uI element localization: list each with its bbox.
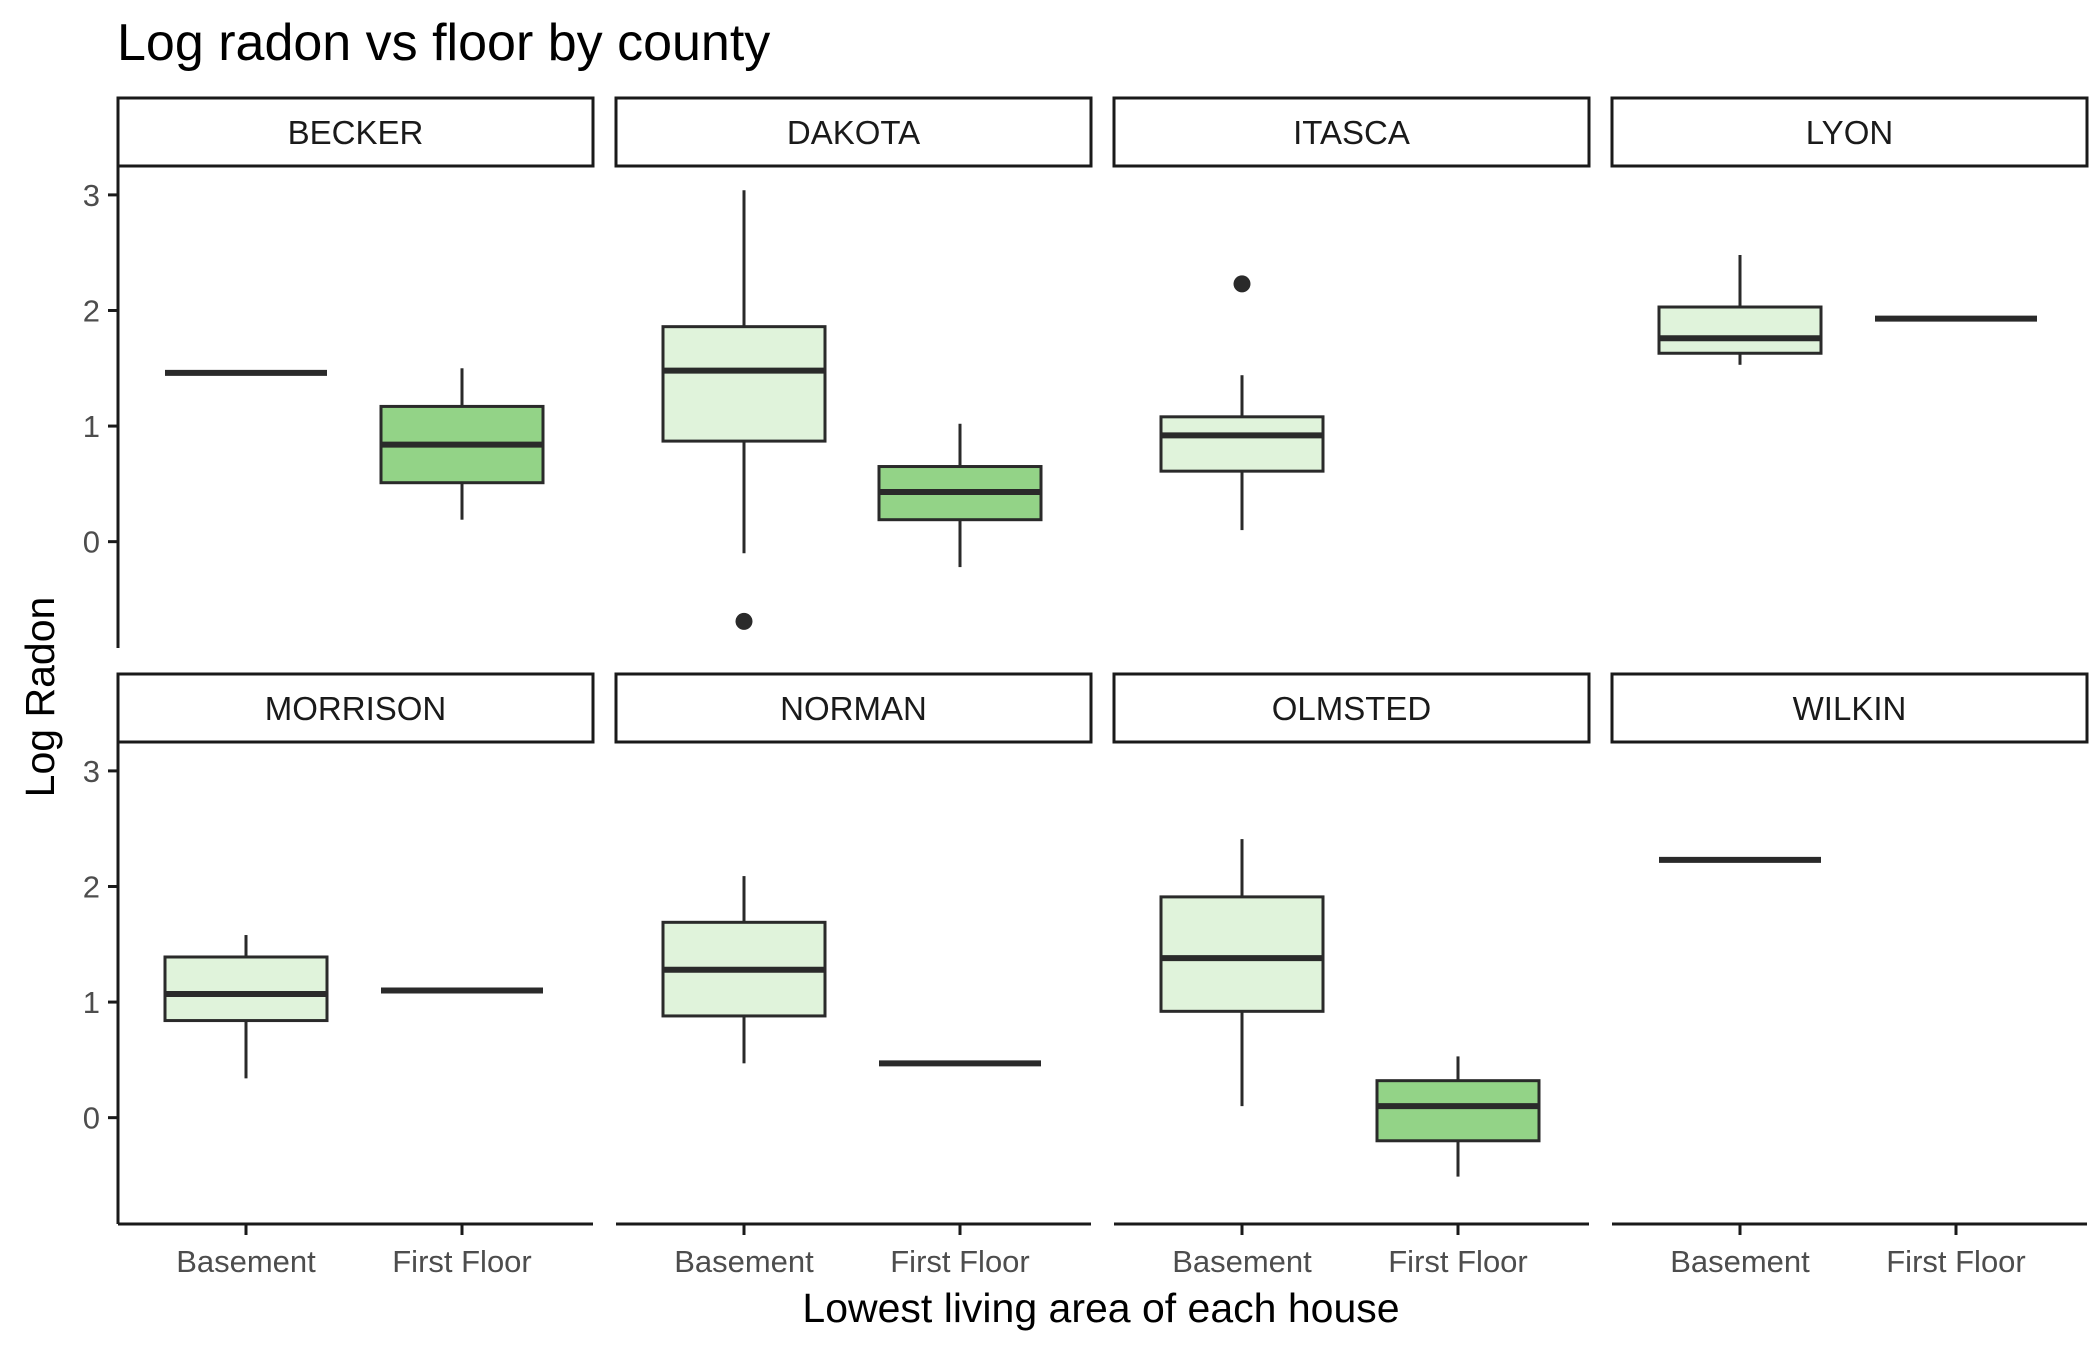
iqr-box (163, 955, 329, 1023)
x-tick-label: Basement (176, 1244, 316, 1279)
strip-label-becker: BECKER (288, 114, 424, 151)
strip-label-morrison: MORRISON (265, 690, 447, 727)
y-tick-label: 2 (83, 869, 100, 904)
x-tick-label: First Floor (1388, 1244, 1528, 1279)
strip-label-lyon: LYON (1806, 114, 1893, 151)
iqr-box (661, 325, 827, 443)
boxplot-morrison-basement (163, 935, 329, 1079)
boxplot-itasca-basement (1159, 275, 1325, 531)
iqr-box (1657, 305, 1823, 355)
x-tick-label: Basement (1172, 1244, 1312, 1279)
panel-wilkin: WILKIN Basement First Floor (1610, 672, 2089, 1279)
strip-wilkin (1610, 672, 2089, 744)
strip-morrison (116, 672, 595, 744)
iqr-box (1375, 1079, 1541, 1143)
panel-lyon: LYON (1610, 96, 2089, 365)
panel-itasca: ITASCA (1112, 96, 1591, 531)
strip-norman (614, 672, 1093, 744)
strip-label-norman: NORMAN (780, 690, 927, 727)
outlier-point (1233, 275, 1251, 293)
boxplot-lyon-basement (1657, 255, 1823, 365)
strip-dakota (614, 96, 1093, 168)
panel-dakota: DAKOTA (614, 96, 1093, 630)
strip-olmsted (1112, 672, 1591, 744)
panel-olmsted: OLMSTED Basement First Floor (1112, 672, 1591, 1279)
x-tick-label: First Floor (1886, 1244, 2026, 1279)
y-tick-label: 3 (83, 178, 100, 213)
y-tick-label: 2 (83, 293, 100, 328)
panel-norman: NORMAN Basement First Floor (614, 672, 1093, 1279)
strip-label-wilkin: WILKIN (1793, 690, 1907, 727)
y-tick-label: 3 (83, 754, 100, 789)
boxplot-olmsted-basement (1159, 839, 1325, 1107)
y-axis-title: Log Radon (17, 597, 63, 798)
chart-title: Log radon vs floor by county (117, 14, 770, 72)
strip-label-dakota: DAKOTA (787, 114, 920, 151)
boxplot-norman-basement (661, 876, 827, 1064)
strip-becker (116, 96, 595, 168)
panel-morrison: MORRISON 0 1 2 3 Basement First Floor (83, 672, 595, 1279)
y-tick-label: 1 (83, 985, 100, 1020)
strip-label-itasca: ITASCA (1293, 114, 1410, 151)
boxplot-becker-first-floor (379, 368, 545, 520)
boxplot-dakota-first-floor (877, 423, 1043, 568)
iqr-box (1159, 895, 1325, 1013)
facet-panels: BECKER 0 1 2 3 DAKOTA ITASCA LYON MORRISON 0 1 2 3 Ba… (83, 96, 2089, 1279)
x-axis-title: Lowest living area of each house (802, 1285, 1399, 1331)
strip-label-olmsted: OLMSTED (1272, 690, 1432, 727)
x-tick-label: First Floor (392, 1244, 532, 1279)
outlier-point (735, 612, 753, 630)
x-tick-label: Basement (1670, 1244, 1810, 1279)
x-tick-label: Basement (674, 1244, 814, 1279)
x-tick-label: First Floor (890, 1244, 1030, 1279)
strip-lyon (1610, 96, 2089, 168)
y-tick-label: 0 (83, 525, 100, 560)
y-tick-label: 1 (83, 409, 100, 444)
boxplot-olmsted-first-floor (1375, 1056, 1541, 1177)
y-tick-label: 0 (83, 1101, 100, 1136)
iqr-box (1159, 415, 1325, 473)
panel-becker: BECKER 0 1 2 3 (83, 96, 595, 648)
strip-itasca (1112, 96, 1591, 168)
boxplot-dakota-basement (661, 190, 827, 630)
